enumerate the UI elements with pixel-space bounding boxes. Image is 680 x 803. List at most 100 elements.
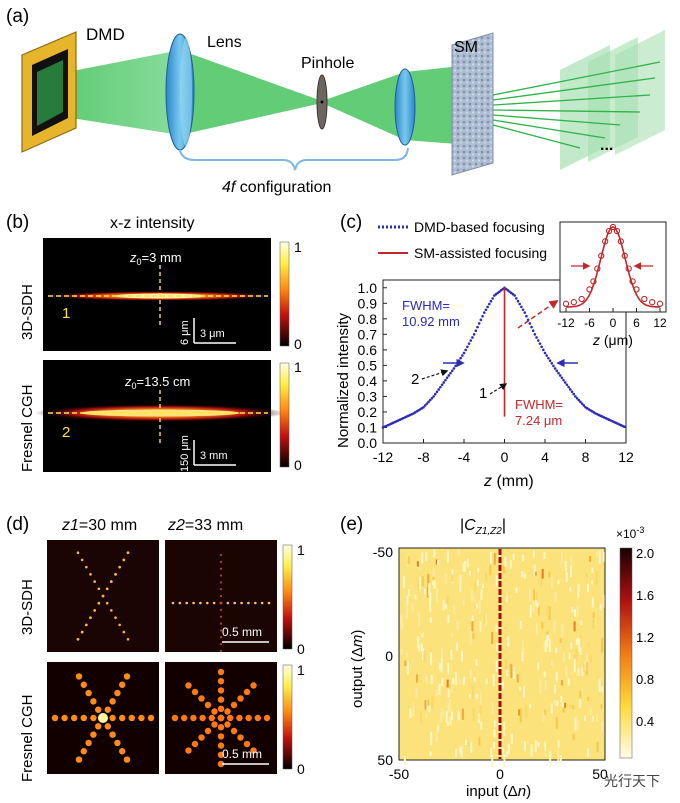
cgh-z2-spot xyxy=(217,733,225,740)
cgh-z2-spot xyxy=(263,714,271,722)
colorbar-e-tick: 1.2 xyxy=(636,630,654,645)
dmd-data-point xyxy=(548,359,552,363)
e-cell xyxy=(427,699,430,707)
dmd-data-point xyxy=(536,339,540,342)
dmd-data-point xyxy=(464,348,467,352)
e-cell xyxy=(539,679,542,694)
e-cell xyxy=(528,588,531,602)
dmd-data-point xyxy=(533,333,537,336)
e-cell xyxy=(401,623,404,629)
e-cell xyxy=(435,689,438,697)
e-cell xyxy=(467,742,470,747)
e-cell xyxy=(446,550,449,563)
inset-data-point xyxy=(594,265,601,272)
e-cell xyxy=(560,680,563,686)
e-xtick-label: 50 xyxy=(592,766,608,782)
e-cell xyxy=(509,559,512,569)
e-cell xyxy=(512,554,515,561)
c-xtick-label: -8 xyxy=(417,449,430,465)
line-label-2: 2 xyxy=(62,424,70,441)
sdh-z2-spot xyxy=(219,629,223,632)
dmd-data-point xyxy=(558,374,562,377)
panel-c: (c) DMD-based focusing SM-assisted focus… xyxy=(335,212,667,490)
e-cell xyxy=(561,702,564,708)
sdh-z2-spot xyxy=(178,601,182,605)
sdh-z2-spot xyxy=(185,601,189,605)
e-cell xyxy=(585,573,588,578)
sdh-z1-spot xyxy=(93,609,96,612)
scale-h-row2: 3 mm xyxy=(200,450,228,462)
e-cell xyxy=(400,648,403,655)
e-cell xyxy=(428,705,431,712)
e-cell xyxy=(563,652,566,663)
dmd-data-point xyxy=(550,362,554,365)
e-cell xyxy=(516,674,519,683)
sdh-z2-spot xyxy=(219,560,223,563)
e-cell xyxy=(479,691,482,706)
e-cell xyxy=(530,744,533,757)
dmd-data-point xyxy=(444,378,447,382)
e-cell xyxy=(449,684,452,690)
e-cell xyxy=(441,678,444,687)
e-cell xyxy=(482,583,485,589)
e-cell xyxy=(477,714,480,721)
e-cell xyxy=(521,640,524,654)
z0-label-row2: z0=13.5 cm xyxy=(124,374,190,391)
e-cell xyxy=(537,605,540,616)
e-cell xyxy=(553,699,556,706)
dmd-data-point xyxy=(570,390,574,394)
e-cell xyxy=(489,564,492,576)
e-cell xyxy=(429,592,432,604)
cgh-z2-spot xyxy=(217,742,225,749)
4f-brace xyxy=(179,147,409,171)
c-ytick-label: 0.9 xyxy=(358,295,378,311)
cgh-z2-spot xyxy=(217,714,225,722)
e-cell xyxy=(543,749,546,757)
dmd-data-point xyxy=(477,322,481,325)
dmd-data-point xyxy=(538,342,542,345)
e-cell xyxy=(496,642,499,652)
cgh-z1-spot xyxy=(109,698,116,705)
e-cell xyxy=(460,746,463,758)
e-cell xyxy=(596,550,599,558)
sdh-z1-spot xyxy=(110,609,113,612)
cgh-z1-spot xyxy=(90,698,97,705)
e-cell xyxy=(544,639,547,653)
e-cell xyxy=(580,688,583,698)
sdh-z1-spot xyxy=(114,616,117,619)
cgh-z2-spot xyxy=(217,705,225,712)
legend-dmd: DMD-based focusing xyxy=(414,219,545,235)
e-cell xyxy=(592,617,595,629)
dmd-data-point xyxy=(520,305,523,309)
colorbar-b1-min: 0 xyxy=(294,336,302,352)
e-cell xyxy=(474,582,477,591)
e-cell xyxy=(548,639,551,653)
sdh-z1-spot xyxy=(85,565,88,569)
e-cell xyxy=(579,699,582,708)
e-cell xyxy=(409,708,412,718)
sdh-z1-spot xyxy=(89,573,92,576)
e-cell xyxy=(472,685,475,699)
dmd-data-point xyxy=(557,371,560,375)
cgh-z2-spot xyxy=(211,721,218,728)
dmd-data-point xyxy=(516,299,520,303)
e-cell xyxy=(553,620,556,633)
output-dots: ... xyxy=(600,137,613,154)
e-cell xyxy=(532,600,535,613)
panel-a: (a) DMD Lens Pinhole SM xyxy=(6,6,665,196)
sdh-z1-spot xyxy=(122,558,126,562)
row-label-3dsdh-d: 3D-SDH xyxy=(19,579,36,635)
sdh-z2-spot xyxy=(192,601,195,605)
e-cell xyxy=(493,729,496,738)
inset-data-point xyxy=(641,295,648,303)
e-cell xyxy=(598,678,601,692)
dmd-data-point xyxy=(547,356,550,360)
e-cell xyxy=(586,583,589,593)
e-cell xyxy=(411,602,414,612)
e-cell xyxy=(575,648,578,662)
e-cell xyxy=(589,556,592,562)
fwhm-dmd-line2: 10.92 mm xyxy=(402,314,460,329)
dmd-data-point xyxy=(513,294,516,297)
dmd-data-point xyxy=(474,329,478,333)
